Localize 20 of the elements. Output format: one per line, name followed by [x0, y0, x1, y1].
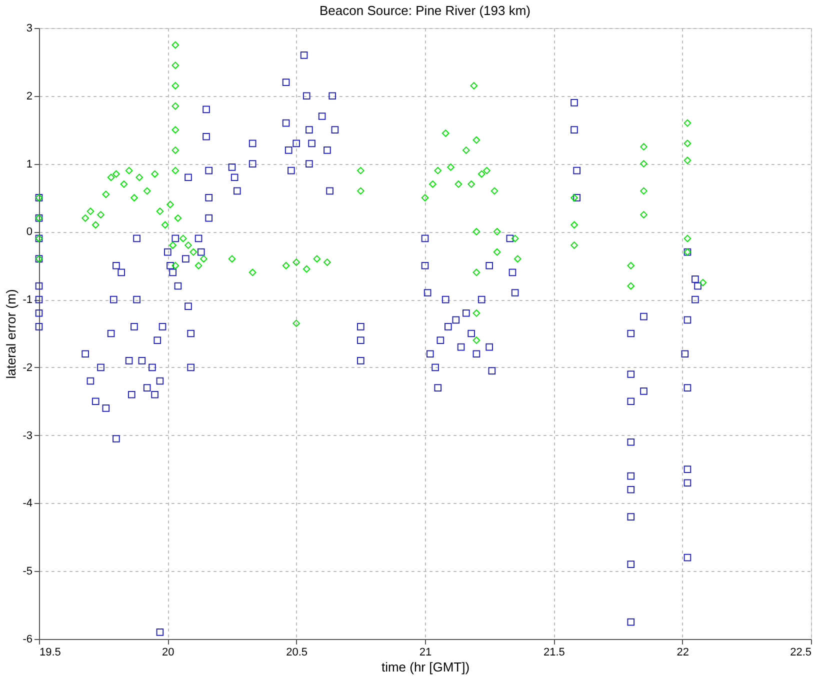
y-tick-label: -5: [22, 566, 32, 578]
y-tick-label: -4: [22, 498, 32, 510]
y-tick-label: -6: [22, 634, 32, 646]
y-tick-label: -1: [22, 294, 32, 306]
x-tick-label: 21: [419, 646, 432, 658]
x-tick-label: 20.5: [286, 646, 308, 658]
x-tick-label: 21.5: [543, 646, 565, 658]
y-tick-label: 0: [26, 226, 32, 238]
y-tick-label: -2: [22, 362, 32, 374]
y-tick-label: 2: [26, 90, 32, 102]
x-tick-label: 19.5: [40, 646, 61, 658]
y-axis-title: lateral error (m): [4, 289, 19, 379]
chart-title: Beacon Source: Pine River (193 km): [320, 3, 530, 18]
x-tick-label: 22.5: [790, 646, 812, 658]
y-tick-label: 1: [26, 158, 32, 170]
y-tick-label: -3: [22, 430, 32, 442]
x-tick-label: 22: [676, 646, 689, 658]
x-tick-label: 20: [162, 646, 174, 658]
y-tick-label: 3: [26, 22, 32, 34]
x-axis-title: time (hr [GMT]): [381, 660, 470, 674]
